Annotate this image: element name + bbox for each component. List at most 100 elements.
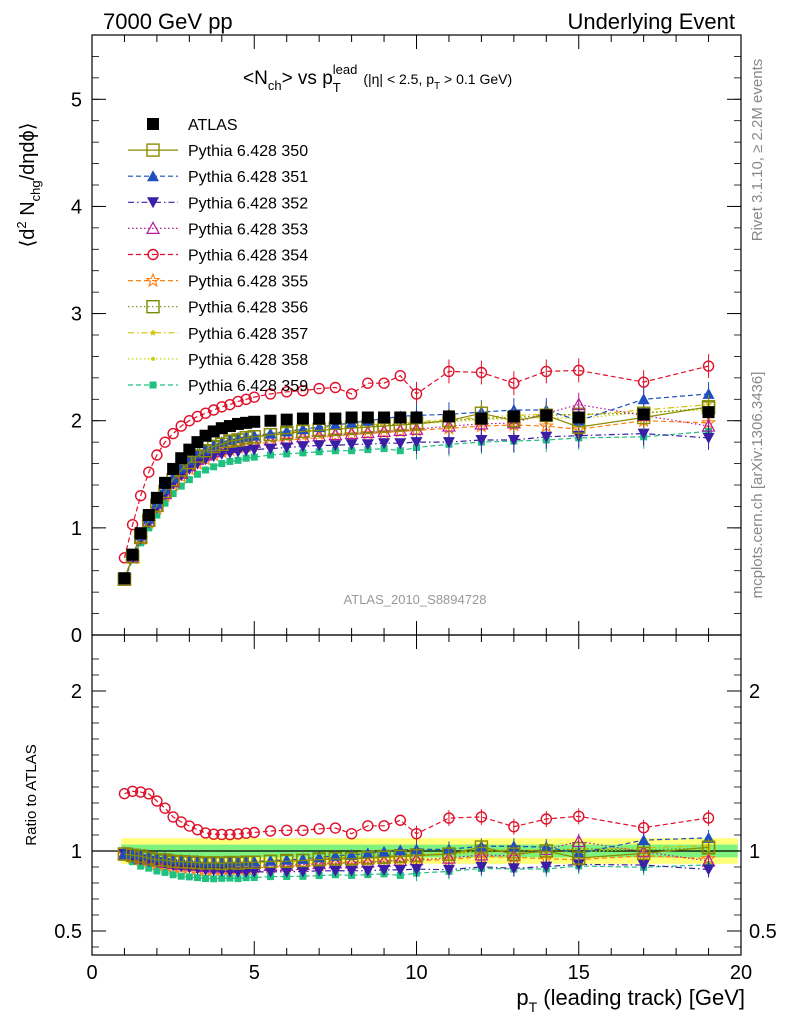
- data-point: [573, 810, 585, 823]
- data-point: [248, 429, 261, 441]
- data-point: [199, 864, 212, 876]
- data-point: [475, 366, 488, 379]
- data-point: [296, 441, 309, 453]
- data-point: [266, 451, 274, 459]
- x-axis-label: pT (leading track) [GeV]: [516, 985, 745, 1015]
- data-point: [161, 868, 169, 876]
- data-point: [226, 874, 234, 882]
- data-point: [263, 854, 278, 869]
- data-point: [280, 854, 294, 869]
- data-point: [410, 388, 423, 400]
- data-point: [159, 436, 171, 448]
- data-point: [216, 828, 228, 841]
- data-point: [234, 875, 242, 883]
- data-point: [280, 426, 294, 441]
- data-point: [183, 463, 196, 475]
- main-panel: <Nch> vs pTlead(|η| < 2.5, pT > 0.1 GeV)…: [14, 34, 742, 647]
- data-point: [167, 811, 179, 823]
- data-point: [240, 827, 252, 839]
- data-point: [313, 823, 325, 835]
- data-point: [137, 862, 145, 870]
- data-point: [126, 548, 139, 561]
- data-point: [224, 828, 236, 841]
- data-point: [146, 143, 160, 157]
- data-point: [377, 850, 391, 865]
- ratio-y-ticks: 0.5 0.5 1 1 2 2: [54, 658, 777, 948]
- data-point: [329, 822, 342, 834]
- data-point: [394, 438, 407, 450]
- y-tick-label: 3: [71, 304, 82, 326]
- data-point: [280, 442, 293, 454]
- data-point: [328, 427, 343, 441]
- data-point: [223, 855, 236, 867]
- data-point: [153, 867, 161, 875]
- data-point: [345, 439, 358, 451]
- data-point: [248, 826, 260, 839]
- data-point: [264, 854, 277, 866]
- x-tick-label: 15: [568, 962, 590, 984]
- x-tick-label: 0: [86, 962, 97, 984]
- data-point: [118, 848, 131, 860]
- data-point: [134, 527, 147, 540]
- data-point: [242, 454, 250, 462]
- data-point: [125, 848, 140, 862]
- data-point: [142, 509, 155, 521]
- data-point: [216, 401, 228, 413]
- y-tick-label: 2: [71, 411, 82, 433]
- data-point: [702, 360, 715, 372]
- data-point: [158, 853, 172, 867]
- mcplots-label: mcplots.cern.ch [arXiv:1306.3436]: [749, 372, 766, 599]
- data-point: [313, 421, 326, 433]
- data-point: [264, 414, 277, 427]
- data-point: [508, 820, 520, 833]
- data-point: [345, 827, 358, 840]
- data-point: [296, 424, 310, 439]
- x-tick-label: 5: [249, 962, 260, 984]
- data-point: [540, 813, 552, 825]
- data-point: [174, 854, 188, 869]
- data-point: [637, 376, 650, 388]
- data-point: [443, 812, 455, 824]
- data-point: [167, 427, 179, 440]
- data-point: [134, 786, 147, 798]
- data-point: [182, 855, 197, 869]
- data-point: [637, 834, 650, 846]
- data-point: [151, 449, 163, 461]
- data-point: [702, 406, 715, 419]
- data-point: [392, 423, 409, 439]
- ratio-y-tick-label-right: 2: [749, 681, 760, 703]
- data-point: [378, 438, 391, 450]
- ratio-y-tick-label: 2: [71, 681, 82, 703]
- data-point: [226, 457, 234, 465]
- data-point: [378, 411, 391, 424]
- ratio-y-label: Ratio to ATLAS: [23, 744, 40, 845]
- data-point: [540, 431, 553, 443]
- data-point: [215, 437, 229, 451]
- data-point: [296, 853, 310, 868]
- legend-label: Pythia 6.428 352: [188, 195, 308, 212]
- data-point: [223, 434, 237, 448]
- data-point: [297, 824, 309, 837]
- data-point: [572, 851, 586, 865]
- legend-label: Pythia 6.428 357: [188, 326, 308, 343]
- data-point: [393, 423, 408, 436]
- ratio-panel-frame: [91, 634, 742, 956]
- data-point: [442, 410, 455, 423]
- data-point: [117, 847, 132, 861]
- data-point: [167, 462, 180, 475]
- data-point: [701, 840, 716, 854]
- data-point: [474, 840, 489, 854]
- data-point: [376, 424, 392, 440]
- ratio-line: [124, 853, 709, 873]
- data-point: [206, 856, 221, 870]
- data-point: [248, 866, 261, 878]
- data-point: [508, 377, 520, 389]
- data-point: [234, 456, 242, 464]
- data-point: [198, 444, 213, 458]
- data-point: [442, 847, 456, 861]
- data-point: [280, 866, 293, 878]
- legend-label: Pythia 6.428 350: [188, 143, 308, 160]
- data-point: [572, 411, 585, 424]
- data-point: [202, 875, 210, 883]
- data-point: [392, 853, 409, 868]
